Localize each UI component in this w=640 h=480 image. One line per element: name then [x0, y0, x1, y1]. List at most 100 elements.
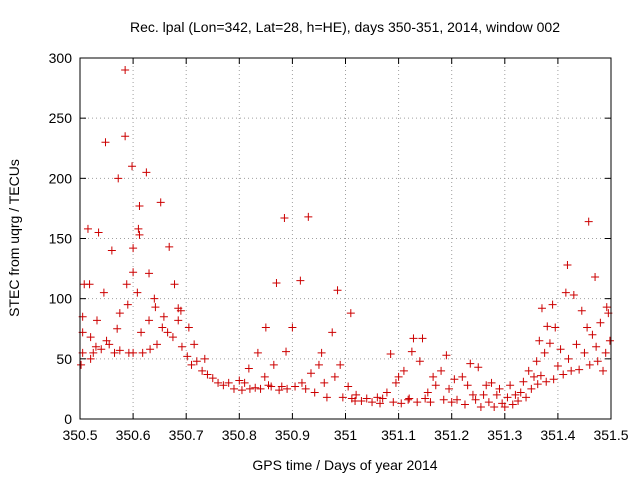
data-point	[548, 300, 557, 309]
data-point	[338, 393, 347, 402]
data-point	[580, 348, 589, 357]
data-point	[543, 322, 552, 331]
data-point	[267, 382, 276, 391]
data-point	[224, 378, 233, 387]
y-tick-label: 250	[49, 110, 73, 126]
data-point	[535, 336, 544, 345]
data-point	[442, 351, 451, 360]
data-point	[291, 382, 300, 391]
data-point	[527, 384, 536, 393]
data-point	[135, 230, 144, 239]
data-point	[474, 363, 483, 372]
data-point	[532, 357, 541, 366]
data-point	[394, 372, 403, 381]
data-point	[165, 242, 174, 251]
data-point	[135, 202, 144, 211]
data-point	[330, 372, 339, 381]
data-point	[145, 316, 154, 325]
data-point	[256, 384, 265, 393]
data-point	[583, 323, 592, 332]
data-point	[605, 336, 614, 345]
data-point	[83, 224, 92, 233]
data-point	[409, 334, 418, 343]
y-tick-label: 0	[64, 411, 72, 427]
data-point	[357, 396, 366, 405]
data-point	[280, 214, 289, 223]
data-point	[183, 352, 192, 361]
x-axis-label: GPS time / Days of year 2014	[252, 457, 437, 473]
y-axis-label: STEC from uqrg / TECUs	[6, 159, 22, 317]
data-point	[572, 340, 581, 349]
data-point	[445, 384, 454, 393]
data-point	[437, 366, 446, 375]
data-point	[244, 364, 253, 373]
data-point	[122, 280, 131, 289]
data-point	[514, 396, 523, 405]
data-point	[439, 395, 448, 404]
data-point	[588, 330, 597, 339]
data-point	[602, 303, 611, 312]
data-point	[591, 273, 600, 282]
data-point	[368, 398, 377, 407]
data-point	[253, 348, 262, 357]
data-point	[487, 378, 496, 387]
data-point	[240, 378, 249, 387]
data-point	[484, 398, 493, 407]
data-point	[208, 374, 217, 383]
data-point	[277, 382, 286, 391]
data-point	[184, 323, 193, 332]
data-point	[415, 357, 424, 366]
data-point	[503, 393, 512, 402]
data-point	[404, 395, 413, 404]
data-point	[203, 370, 212, 379]
data-point	[376, 399, 385, 408]
data-point	[596, 318, 605, 327]
data-point	[176, 306, 185, 315]
data-point	[163, 328, 172, 337]
data-point	[297, 378, 306, 387]
data-point	[468, 390, 477, 399]
grid-lines	[80, 58, 611, 419]
data-point	[288, 323, 297, 332]
data-point	[431, 381, 440, 390]
data-point	[314, 360, 323, 369]
data-point	[421, 394, 430, 403]
data-point	[386, 350, 395, 359]
data-point	[530, 372, 539, 381]
data-point	[158, 323, 167, 332]
data-point	[86, 354, 95, 363]
data-point	[511, 390, 520, 399]
data-point	[137, 328, 146, 337]
y-tick-label: 150	[49, 231, 73, 247]
chart-title: Rec. lpal (Lon=342, Lat=28, h=HE), days …	[130, 19, 560, 35]
data-point	[563, 260, 572, 269]
x-tick-label: 351.4	[540, 427, 575, 443]
data-point	[413, 398, 422, 407]
data-point	[463, 381, 472, 390]
data-point	[599, 366, 608, 375]
data-point	[522, 393, 531, 402]
data-point	[251, 383, 260, 392]
data-point	[282, 347, 291, 356]
data-point	[110, 348, 119, 357]
data-point	[564, 354, 573, 363]
data-point	[373, 393, 382, 402]
data-point	[296, 276, 305, 285]
data-point	[585, 360, 594, 369]
data-point	[476, 402, 485, 411]
y-tick-label: 200	[49, 170, 73, 186]
x-tick-label: 351.5	[593, 427, 628, 443]
data-point	[283, 384, 292, 393]
data-point	[310, 388, 319, 397]
data-point	[168, 333, 177, 342]
data-point	[146, 345, 155, 354]
data-point	[549, 375, 558, 384]
data-point	[492, 390, 501, 399]
x-tick-label: 351.1	[381, 427, 416, 443]
data-point	[545, 339, 554, 348]
data-point	[426, 398, 435, 407]
y-tick-label: 300	[49, 50, 73, 66]
data-point	[333, 286, 342, 295]
data-point	[317, 348, 326, 357]
data-point	[352, 390, 361, 399]
